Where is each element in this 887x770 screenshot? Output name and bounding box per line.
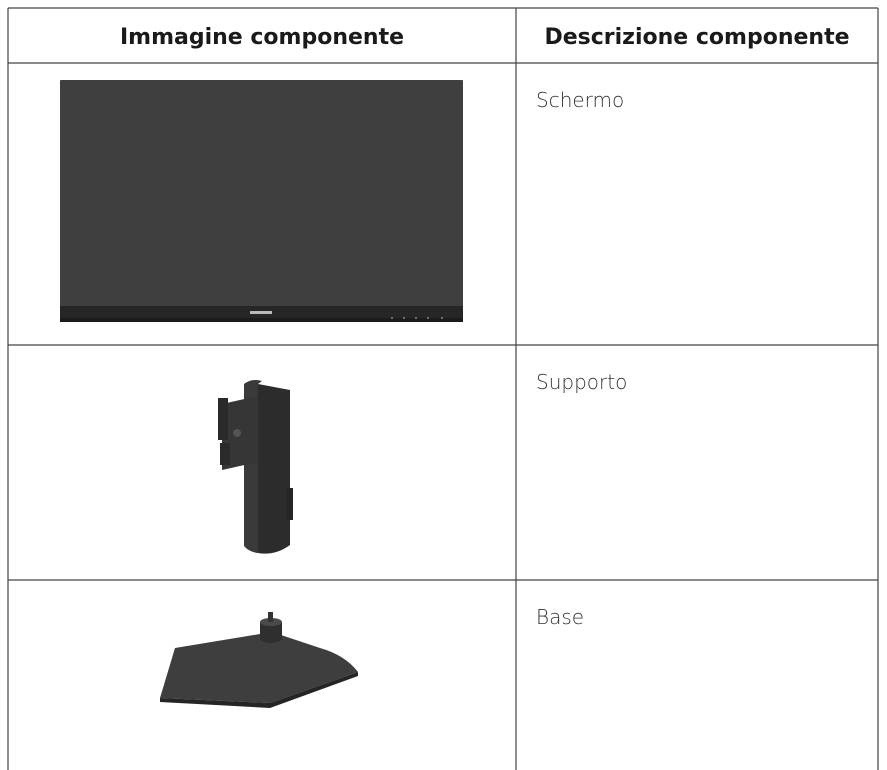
component-name: Schermo: [536, 88, 624, 112]
monitor-image: [60, 80, 463, 322]
base-image: [160, 612, 358, 708]
table-grid: [7, 7, 879, 770]
component-name: Supporto: [536, 370, 627, 394]
header-cell: Descrizione componente: [544, 25, 849, 50]
stand-image: [218, 380, 293, 554]
header-cell: Immagine componente: [120, 25, 404, 50]
component-name: Base: [536, 605, 584, 629]
